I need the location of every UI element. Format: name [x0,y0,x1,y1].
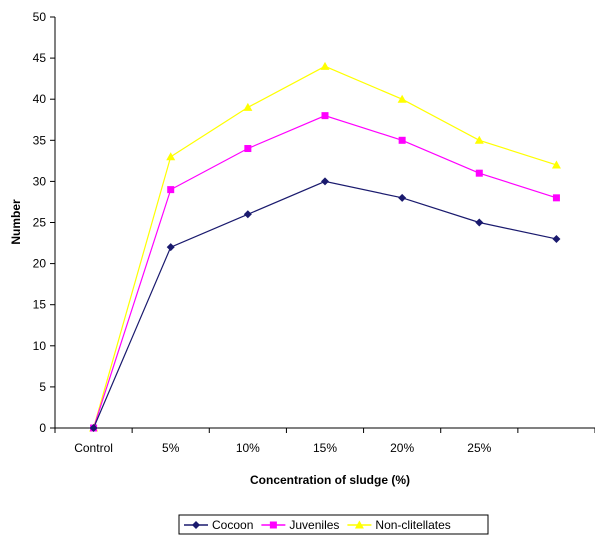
y-axis-title: Number [9,199,23,245]
legend-swatch-marker [192,521,200,529]
data-point-non-clitellates [397,94,407,103]
legend-swatch-marker [354,520,364,529]
data-point-cocoon [243,210,252,219]
data-point-cocoon [321,177,329,186]
legend-label: Juveniles [289,518,339,532]
axes [54,17,595,429]
y-tick-label: 45 [33,51,47,65]
x-axis-title: Concentration of sludge (%) [250,473,410,487]
data-point-juveniles [321,112,329,120]
data-point-cocoon [166,243,175,252]
x-tick-label: Control [74,441,113,455]
legend-item-non-clitellates: Non-clitellates [347,518,451,532]
y-ticks: 0 5 10 15 20 25 30 35 40 45 50 [33,10,55,435]
y-tick-label: 5 [39,380,46,394]
series-layer [89,61,561,432]
data-point-non-clitellates [320,61,330,70]
y-tick-label: 25 [33,216,47,230]
legend-box [178,514,489,535]
x-tick-label: 15% [313,441,337,455]
y-tick-label: 40 [33,92,47,106]
data-point-non-clitellates [551,160,561,169]
legend-label: Non-clitellates [375,518,450,532]
data-point-non-clitellates [474,135,484,144]
data-point-cocoon [552,234,561,243]
x-tick-label: 25% [467,441,491,455]
x-ticks: Control 5% 10% 15% 20% 25% [54,428,595,455]
x-tick-label: 20% [390,441,414,455]
legend: Cocoon Juveniles Non-clitellates [178,514,489,535]
legend-swatch-marker [269,521,277,529]
legend-item-juveniles: Juveniles [261,518,339,532]
series-cocoon [89,177,561,432]
data-point-juveniles [552,194,560,202]
x-tick-label: 5% [162,441,180,455]
data-point-cocoon [475,218,484,227]
data-point-juveniles [244,145,252,153]
data-point-non-clitellates [166,152,176,161]
y-tick-label: 30 [33,174,47,188]
data-point-juveniles [167,186,175,194]
series-line-non-clitellates [92,65,557,429]
y-tick-label: 0 [39,421,46,435]
legend-label: Cocoon [212,518,253,532]
y-tick-label: 20 [33,257,47,271]
x-tick-label: 10% [236,441,260,455]
y-tick-label: 50 [33,10,47,24]
data-point-cocoon [398,193,407,202]
data-point-juveniles [475,169,483,177]
y-tick-label: 10 [33,339,47,353]
data-point-cocoon [89,424,98,432]
series-line-cocoon [93,180,557,429]
y-tick-label: 15 [33,298,47,312]
y-tick-label: 35 [33,133,47,147]
legend-item-cocoon: Cocoon [184,518,253,532]
data-point-juveniles [398,136,406,144]
data-point-non-clitellates [243,102,253,111]
series-line-juveniles [93,115,557,429]
